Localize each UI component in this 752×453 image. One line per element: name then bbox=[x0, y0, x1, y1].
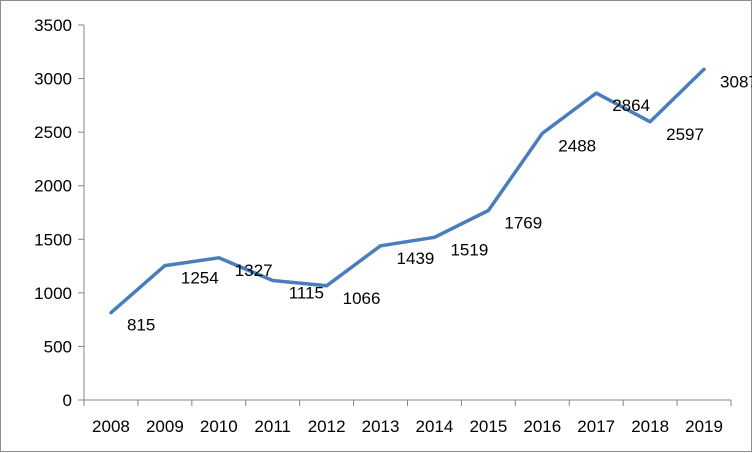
data-label: 1066 bbox=[343, 289, 381, 308]
x-tick-label: 2008 bbox=[92, 417, 130, 436]
data-label: 1769 bbox=[504, 213, 542, 232]
y-tick-label: 0 bbox=[63, 391, 72, 410]
data-label: 2488 bbox=[558, 136, 596, 155]
x-tick-label: 2015 bbox=[469, 417, 507, 436]
x-tick-label: 2011 bbox=[254, 417, 291, 436]
x-tick-label: 2012 bbox=[308, 417, 346, 436]
x-tick-label: 2014 bbox=[416, 417, 454, 436]
data-label: 1519 bbox=[450, 240, 488, 259]
y-tick-label: 3500 bbox=[34, 16, 72, 35]
data-label: 1115 bbox=[289, 284, 324, 303]
y-tick-label: 2000 bbox=[34, 177, 72, 196]
data-label: 815 bbox=[127, 316, 155, 335]
x-tick-label: 2017 bbox=[577, 417, 615, 436]
x-tick-label: 2018 bbox=[631, 417, 669, 436]
y-tick-label: 2500 bbox=[34, 123, 72, 142]
data-label: 3087 bbox=[720, 72, 752, 91]
x-tick-label: 2019 bbox=[685, 417, 723, 436]
y-tick-label: 1000 bbox=[34, 284, 72, 303]
data-label: 1254 bbox=[181, 269, 219, 288]
x-tick-label: 2016 bbox=[523, 417, 561, 436]
x-tick-label: 2009 bbox=[146, 417, 184, 436]
data-label: 2597 bbox=[666, 125, 704, 144]
x-tick-label: 2010 bbox=[200, 417, 238, 436]
data-label: 2864 bbox=[612, 96, 650, 115]
data-label: 1439 bbox=[397, 249, 435, 268]
x-tick-label: 2013 bbox=[362, 417, 400, 436]
y-tick-label: 500 bbox=[44, 337, 72, 356]
data-label: 1327 bbox=[235, 261, 273, 280]
y-tick-label: 3000 bbox=[34, 70, 72, 89]
axes: 0 500 1000 1500 2000 2500 3000 3500 2008 2009 2010… bbox=[34, 16, 731, 436]
y-tick-label: 1500 bbox=[34, 230, 72, 249]
